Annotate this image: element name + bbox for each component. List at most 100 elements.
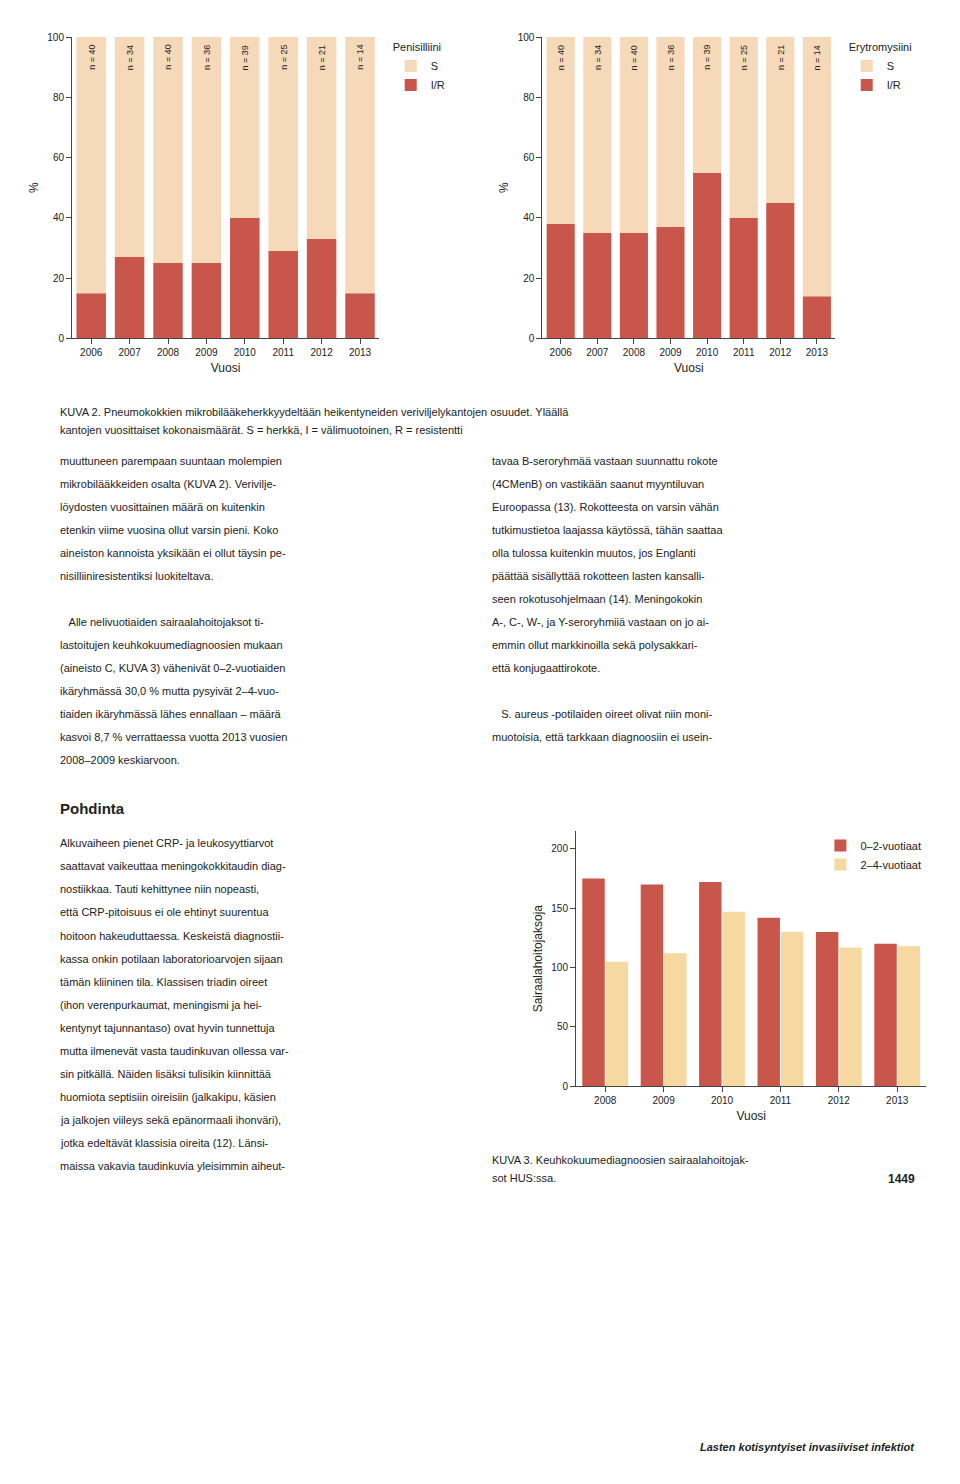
svg-text:n = 36: n = 36 (202, 45, 212, 70)
svg-text:2009: 2009 (195, 347, 218, 358)
svg-text:20: 20 (523, 273, 535, 284)
svg-text:20: 20 (53, 273, 65, 284)
svg-text:ja jalkojen viileys sekä epäno: ja jalkojen viileys sekä epänormaali iho… (60, 1114, 281, 1126)
svg-text:aineiston kannoista yksikään e: aineiston kannoista yksikään ei ollut tä… (60, 547, 286, 559)
svg-text:maissa vakavia taudinkuvia yle: maissa vakavia taudinkuvia yleisimmin ai… (60, 1160, 285, 1172)
svg-text:2011: 2011 (770, 1095, 792, 1106)
svg-text:2013: 2013 (349, 347, 372, 358)
svg-text:kassa onkin potilaan laborator: kassa onkin potilaan laboratorioarvojen … (60, 953, 283, 965)
svg-text:2008: 2008 (157, 347, 180, 358)
svg-text:kentynyt tajunnantaso) ovat hy: kentynyt tajunnantaso) ovat hyvin tunnet… (60, 1022, 276, 1034)
svg-text:0: 0 (562, 1081, 568, 1092)
svg-text:emmin ollut markkinoilla sekä: emmin ollut markkinoilla sekä polysakkar… (492, 639, 698, 651)
svg-text:n = 40: n = 40 (629, 45, 639, 70)
svg-text:2009: 2009 (652, 1095, 675, 1106)
svg-text:I/R: I/R (431, 79, 445, 91)
svg-text:n = 21: n = 21 (776, 45, 786, 70)
svg-text:2–4-vuotiaat: 2–4-vuotiaat (860, 859, 921, 871)
svg-text:2012: 2012 (769, 347, 792, 358)
svg-text:200: 200 (551, 843, 568, 854)
svg-text:2012: 2012 (828, 1095, 851, 1106)
svg-text:S. aureus -potilaiden oireet o: S. aureus -potilaiden oireet olivat niin… (492, 708, 712, 720)
svg-text:80: 80 (53, 92, 65, 103)
svg-text:40: 40 (523, 212, 535, 223)
svg-text:mikrobilääkkeiden osalta (KUVA: mikrobilääkkeiden osalta (KUVA 2). Veriv… (60, 478, 277, 490)
svg-text:löydosten vuosittainen määrä o: löydosten vuosittainen määrä on kuitenki… (60, 501, 265, 513)
svg-text:60: 60 (53, 152, 65, 163)
svg-text:n = 36: n = 36 (666, 45, 676, 70)
svg-text:2011: 2011 (733, 347, 755, 358)
svg-text:Alkuvaiheen pienet CRP- ja leu: Alkuvaiheen pienet CRP- ja leukosyyttiar… (60, 837, 273, 849)
svg-text:2008: 2008 (594, 1095, 617, 1106)
svg-text:seen rokotusohjelmaan (14). Me: seen rokotusohjelmaan (14). Meningokokin (492, 593, 702, 605)
svg-text:2013: 2013 (806, 347, 829, 358)
svg-text:nisilliiniresistentiksi luokit: nisilliiniresistentiksi luokiteltava. (60, 570, 213, 582)
svg-text:n = 14: n = 14 (812, 45, 822, 70)
svg-text:ikäryhmässä 30,0 % mutta pysyi: ikäryhmässä 30,0 % mutta pysyivät 2–4-vu… (60, 685, 279, 697)
svg-text:80: 80 (523, 92, 535, 103)
svg-text:(aineisto C, KUVA 3) vähenivät: (aineisto C, KUVA 3) vähenivät 0–2-vuoti… (60, 662, 285, 674)
svg-text:KUVA 3. Keuhkokuumediagnoosien: KUVA 3. Keuhkokuumediagnoosien sairaalah… (492, 1154, 749, 1166)
svg-text:Lasten kotisyntyiset invasiivi: Lasten kotisyntyiset invasiiviset infekt… (700, 1441, 915, 1453)
svg-text:nostiikkaa. Tauti kehittynee n: nostiikkaa. Tauti kehittynee niin nopeas… (60, 883, 259, 895)
svg-text:2010: 2010 (234, 347, 257, 358)
svg-text:Vuosi: Vuosi (736, 1109, 766, 1123)
svg-text:etenkin viime vuosina ollut va: etenkin viime vuosina ollut varsin pieni… (60, 524, 278, 536)
svg-text:saattavat vaikeuttaa meningoko: saattavat vaikeuttaa meningokokkitaudin … (60, 860, 286, 872)
svg-text:n = 39: n = 39 (702, 44, 712, 69)
svg-text:n = 39: n = 39 (240, 45, 250, 70)
svg-text:että CRP-pitoisuus ei ole ehti: että CRP-pitoisuus ei ole ehtinyt suuren… (60, 906, 269, 918)
svg-text:2013: 2013 (886, 1095, 909, 1106)
svg-text:Euroopassa (13). Rokotteesta o: Euroopassa (13). Rokotteesta on varsin v… (492, 501, 719, 513)
svg-text:(4CMenB) on vastikään saanut m: (4CMenB) on vastikään saanut myyntiluvan (492, 478, 704, 490)
svg-text:100: 100 (47, 32, 64, 43)
svg-text:tämän kliininen tila. Klassise: tämän kliininen tila. Klassisen triadin … (60, 976, 267, 988)
svg-text:2010: 2010 (711, 1095, 734, 1106)
svg-text:kasvoi 8,7 % verrattaessa vuot: kasvoi 8,7 % verrattaessa vuotta 2013 vu… (60, 731, 287, 743)
svg-text:2010: 2010 (696, 347, 719, 358)
svg-text:mutta ilmenevät vasta taudinku: mutta ilmenevät vasta taudinkuvan olless… (60, 1045, 289, 1057)
svg-text:S: S (887, 60, 894, 72)
svg-text:hoitoon hakeuduttaessa. Keskei: hoitoon hakeuduttaessa. Keskeistä diagno… (60, 930, 284, 942)
svg-text:n = 34: n = 34 (593, 45, 603, 70)
svg-text:%: % (497, 182, 511, 193)
svg-text:2008: 2008 (623, 347, 646, 358)
svg-text:n = 40: n = 40 (87, 45, 97, 70)
svg-text:150: 150 (551, 903, 568, 914)
svg-text:muuttuneen parempaan suuntaan: muuttuneen parempaan suuntaan molempien (60, 455, 282, 467)
svg-text:n = 40: n = 40 (163, 44, 173, 69)
svg-text:lastoitujen keuhkokuumediagnoo: lastoitujen keuhkokuumediagnoosien mukaa… (60, 639, 283, 651)
svg-text:n = 25: n = 25 (739, 45, 749, 70)
svg-text:50: 50 (557, 1021, 569, 1032)
svg-text:I/R: I/R (887, 79, 901, 91)
svg-text:sot HUS:ssa.: sot HUS:ssa. (492, 1172, 556, 1184)
svg-text:Penisilliini: Penisilliini (393, 41, 441, 53)
svg-text:huomiota septisiin oireisiin (: huomiota septisiin oireisiin (jalkakipu,… (60, 1091, 276, 1103)
svg-text:1449: 1449 (888, 1172, 915, 1186)
svg-text:%: % (27, 182, 41, 193)
svg-text:muotoisia, että tarkkaan diagn: muotoisia, että tarkkaan diagnoosiin ei … (492, 731, 712, 743)
svg-text:2007: 2007 (586, 347, 609, 358)
svg-text:KUVA 2. Pneumokokkien mikrobil: KUVA 2. Pneumokokkien mikrobilääkeherkky… (60, 406, 569, 418)
svg-text:(ihon verenpurkaumat, meningis: (ihon verenpurkaumat, meningismi ja hei- (60, 999, 262, 1011)
svg-text:jotka edeltävät klassisia oire: jotka edeltävät klassisia oireita (12). … (60, 1137, 269, 1149)
svg-text:2009: 2009 (659, 347, 682, 358)
svg-text:n = 25: n = 25 (279, 45, 289, 70)
svg-text:Pohdinta: Pohdinta (60, 800, 125, 817)
svg-text:että konjugaattirokote.: että konjugaattirokote. (492, 662, 600, 674)
svg-text:2012: 2012 (310, 347, 333, 358)
svg-text:2006: 2006 (80, 347, 103, 358)
svg-text:2008–2009 keskiarvoon.: 2008–2009 keskiarvoon. (60, 754, 180, 766)
svg-text:100: 100 (518, 32, 535, 43)
svg-text:tutkimustietoa laajassa käytös: tutkimustietoa laajassa käytössä, tähän … (492, 524, 723, 536)
svg-text:A-, C-, W-, ja Y-seroryhmiiä v: A-, C-, W-, ja Y-seroryhmiiä vastaan on … (492, 616, 709, 628)
svg-text:tiaiden ikäryhmässä lähes enna: tiaiden ikäryhmässä lähes ennallaan – mä… (60, 708, 282, 720)
svg-text:S: S (431, 60, 438, 72)
svg-text:40: 40 (53, 212, 65, 223)
svg-text:Sairaalahoitojaksoja: Sairaalahoitojaksoja (531, 905, 545, 1013)
svg-text:Vuosi: Vuosi (211, 361, 241, 375)
svg-text:päättää sisällyttää rokotteen: päättää sisällyttää rokotteen lasten kan… (492, 570, 705, 582)
svg-text:2006: 2006 (550, 347, 573, 358)
svg-text:n = 14: n = 14 (355, 44, 365, 69)
svg-text:0: 0 (529, 333, 535, 344)
